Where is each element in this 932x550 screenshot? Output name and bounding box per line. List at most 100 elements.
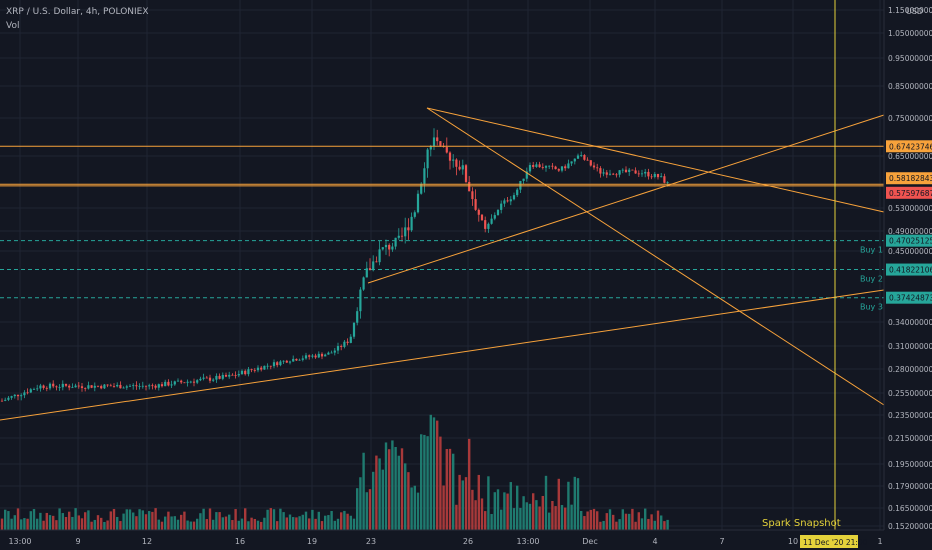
price-axis: 1.15000000 1.05000000 0.95000000 0.85000000… bbox=[888, 6, 932, 531]
volume-bar bbox=[183, 511, 186, 530]
volume-bar bbox=[151, 511, 154, 530]
volume-bar bbox=[317, 511, 320, 530]
volume-bar bbox=[394, 446, 397, 530]
volume-bar bbox=[516, 485, 519, 530]
candle-body bbox=[592, 165, 596, 168]
volume-bar bbox=[660, 515, 663, 530]
candle-body bbox=[644, 171, 647, 174]
volume-bar bbox=[589, 509, 592, 530]
time-tick-label: Dec bbox=[582, 537, 597, 546]
volume-bar bbox=[500, 509, 503, 530]
candle-body bbox=[196, 380, 199, 383]
volume-bar bbox=[112, 508, 116, 530]
volume-bar bbox=[154, 508, 157, 530]
price-tick-label: 0.23500000 bbox=[888, 411, 932, 420]
candle-body bbox=[253, 370, 256, 371]
candle-body bbox=[647, 171, 650, 177]
volume-bar bbox=[634, 521, 637, 530]
candle-body bbox=[375, 261, 378, 263]
candle-body bbox=[167, 381, 170, 386]
price-tick-label: 0.21500000 bbox=[888, 434, 932, 443]
candle-body bbox=[298, 359, 301, 361]
candle-body bbox=[452, 159, 455, 161]
price-label-badge bbox=[886, 172, 932, 185]
price-tick-label: 0.17900000 bbox=[888, 482, 932, 491]
candle-body bbox=[202, 377, 205, 379]
candle-body bbox=[141, 385, 144, 387]
volume-bar bbox=[362, 452, 365, 530]
time-tick-label: 26 bbox=[463, 537, 473, 546]
candle-body bbox=[170, 384, 173, 386]
candle-body bbox=[461, 165, 464, 170]
volume-bar bbox=[26, 518, 29, 530]
volume-bar bbox=[631, 508, 634, 530]
volume-bar bbox=[458, 474, 461, 530]
price-tick-label: 0.85000000 bbox=[888, 82, 932, 91]
candle-body bbox=[52, 383, 55, 387]
volume-bar bbox=[192, 521, 196, 530]
volume-bar bbox=[528, 503, 532, 530]
crosshair-time-label: 11 Dec '20 21:00 bbox=[803, 538, 868, 547]
candle-body bbox=[618, 170, 621, 175]
time-tick-label: 19 bbox=[307, 537, 317, 546]
time-tick-label: 1 bbox=[877, 537, 882, 546]
volume-bar bbox=[32, 509, 36, 530]
volume-bar bbox=[119, 521, 122, 530]
volume-bar bbox=[276, 521, 279, 530]
volume-bar bbox=[650, 514, 653, 530]
price-label-text: 0.57597687 bbox=[889, 189, 932, 198]
candle-body bbox=[128, 385, 132, 387]
candle-body bbox=[378, 249, 381, 263]
candle-body bbox=[660, 176, 663, 178]
candle-body bbox=[503, 200, 506, 204]
volume-bar bbox=[189, 521, 192, 530]
candle-body bbox=[263, 365, 266, 370]
candle-body bbox=[653, 173, 656, 177]
candle-body bbox=[429, 146, 432, 150]
candle-body bbox=[234, 375, 237, 376]
candle-body bbox=[7, 397, 10, 400]
candle-body bbox=[215, 375, 218, 380]
candle-body bbox=[4, 399, 7, 401]
volume-bar bbox=[141, 510, 144, 530]
volume-bar bbox=[576, 478, 580, 530]
candle-body bbox=[471, 191, 474, 200]
price-tick-label: 0.16500000 bbox=[888, 504, 932, 513]
volume-bar bbox=[90, 521, 93, 530]
volume-bar bbox=[311, 509, 314, 530]
volume-bar bbox=[330, 510, 333, 530]
candle-body bbox=[266, 365, 269, 367]
price-tick-label: 0.65000000 bbox=[888, 152, 932, 161]
candle-body bbox=[516, 189, 519, 196]
volume-bar bbox=[548, 512, 551, 530]
volume-bar bbox=[647, 518, 650, 530]
volume-bar bbox=[103, 521, 106, 530]
price-label-badge bbox=[886, 263, 932, 276]
volume-bar bbox=[416, 492, 420, 530]
volume-bar bbox=[135, 516, 138, 530]
volume-bar bbox=[448, 448, 452, 530]
candle-body bbox=[490, 218, 493, 224]
volume-bar bbox=[404, 463, 407, 530]
candle-body bbox=[407, 227, 410, 231]
volume-bar bbox=[573, 476, 576, 530]
volume-bar bbox=[612, 514, 615, 530]
time-tick-label: 13:00 bbox=[516, 537, 539, 546]
crosshair-time-badge bbox=[800, 535, 858, 548]
price-tick-label: 1.05000000 bbox=[888, 29, 932, 38]
candle-body bbox=[109, 385, 112, 387]
candle-body bbox=[560, 166, 564, 171]
volume-bar bbox=[208, 508, 212, 530]
candle-body bbox=[320, 353, 324, 357]
volume-bar bbox=[96, 515, 100, 530]
volume-bar bbox=[493, 492, 496, 530]
candle-body bbox=[250, 369, 253, 371]
price-label-badge bbox=[886, 291, 932, 304]
candle-body bbox=[608, 173, 612, 175]
candle-body bbox=[132, 385, 135, 387]
candle-body bbox=[458, 166, 461, 170]
volume-bar bbox=[461, 480, 464, 530]
candle-body bbox=[93, 385, 96, 388]
